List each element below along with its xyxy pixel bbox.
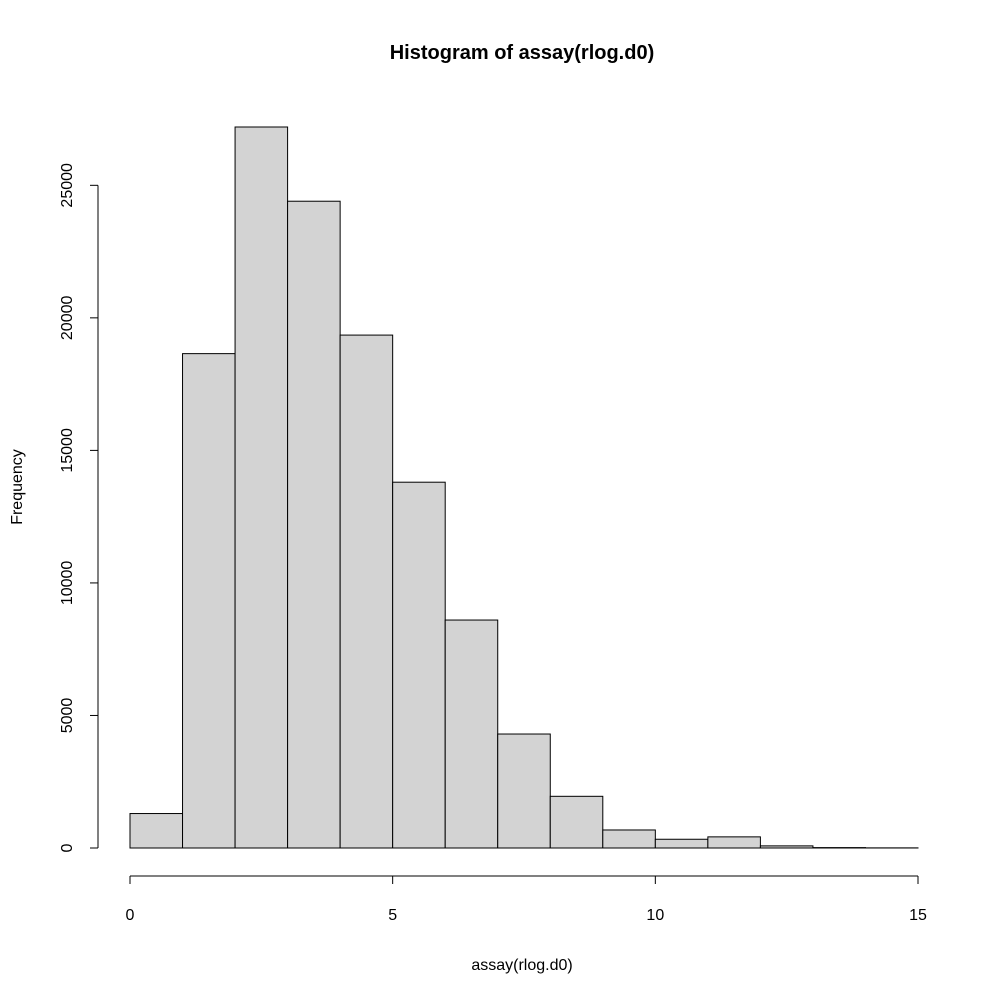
y-tick-label: 5000 [59, 698, 76, 734]
x-axis-label: assay(rlog.d0) [471, 957, 572, 974]
x-tick-label: 10 [646, 907, 664, 924]
chart-title: Histogram of assay(rlog.d0) [390, 42, 655, 64]
x-tick-label: 15 [909, 907, 927, 924]
histogram-bar [339, 334, 394, 849]
y-tick-label: 0 [59, 843, 76, 852]
x-tick-label: 0 [126, 907, 135, 924]
y-axis: 0 5000 10000 15000 20000 25000 [59, 163, 99, 852]
histogram-bar [707, 836, 761, 849]
x-axis: 0 5 10 15 [126, 875, 927, 924]
histogram-bar [444, 619, 499, 849]
histogram-bar [129, 813, 184, 849]
histogram-bar [392, 481, 446, 849]
y-axis-label: Frequency [9, 449, 26, 525]
histogram-bar [182, 353, 236, 849]
histogram-bar [497, 733, 551, 849]
y-tick-label: 10000 [59, 561, 76, 606]
histogram-bar [287, 200, 341, 849]
x-tick-label: 5 [388, 907, 397, 924]
histogram-bar [654, 838, 709, 849]
histogram-bar [549, 795, 604, 849]
bars-group [129, 126, 919, 849]
y-tick-label: 20000 [59, 296, 76, 341]
histogram-bar [759, 845, 814, 849]
y-tick-label: 15000 [59, 428, 76, 473]
histogram-bar [234, 126, 289, 849]
y-tick-label: 25000 [59, 163, 76, 208]
histogram-bar [602, 829, 656, 849]
